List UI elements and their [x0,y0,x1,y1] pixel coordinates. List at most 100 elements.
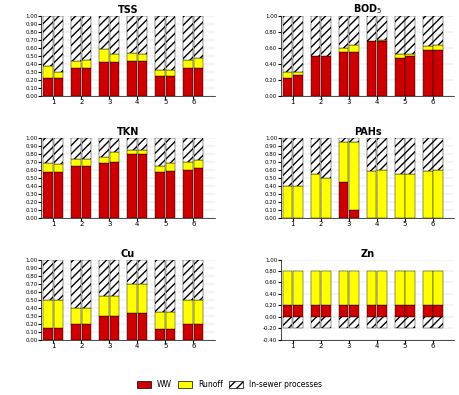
Bar [293,305,302,317]
Bar [283,271,292,305]
Bar [283,16,292,72]
Bar [71,260,81,308]
Bar [71,324,81,340]
Bar [283,186,292,218]
Bar [311,174,320,218]
Bar [433,16,443,45]
Bar [156,329,165,340]
Bar [194,168,203,218]
Bar [367,41,376,96]
Bar [156,70,165,76]
Title: TKN: TKN [117,127,139,137]
Bar [82,324,91,340]
Bar [349,52,359,96]
Bar [367,16,376,41]
Bar [339,182,348,218]
Bar [405,174,415,218]
Title: BOD$_5$: BOD$_5$ [353,2,382,16]
Bar [293,16,302,72]
Bar [127,154,137,218]
Bar [99,260,109,295]
Bar [194,138,203,160]
Bar [43,138,53,162]
Bar [138,154,147,218]
Bar [166,70,175,76]
Bar [54,72,63,78]
Bar [405,271,415,305]
Bar [321,16,331,56]
Bar [138,61,147,96]
Bar [321,178,331,218]
Bar [184,60,193,68]
Bar [156,166,165,172]
Bar [127,260,137,284]
Bar [71,166,81,218]
Bar [127,313,137,340]
Bar [184,68,193,96]
Bar [377,170,387,218]
Bar [127,16,137,53]
Bar [339,48,348,52]
Bar [339,271,348,305]
Bar [423,50,432,96]
Bar [82,166,91,218]
Bar [423,16,432,46]
Bar [99,16,109,49]
Bar [71,68,81,96]
Bar [283,317,292,328]
Bar [349,138,359,142]
Bar [184,170,193,218]
Bar [339,52,348,96]
Bar [43,300,53,328]
Bar [184,138,193,162]
Bar [321,305,331,317]
Bar [349,142,359,210]
Title: Zn: Zn [361,249,375,259]
Bar [433,138,443,170]
Bar [127,53,137,61]
Bar [43,162,53,172]
Bar [99,316,109,340]
Bar [54,164,63,172]
Bar [82,16,91,60]
Bar [127,284,137,313]
Bar [395,58,404,96]
Bar [82,260,91,308]
Bar [395,54,404,58]
Bar [339,317,348,328]
Bar [82,138,91,159]
Bar [127,138,137,150]
Bar [367,138,376,171]
Bar [293,317,302,328]
Bar [82,60,91,68]
Bar [99,295,109,316]
Bar [367,317,376,328]
Bar [54,172,63,218]
Bar [433,50,443,96]
Bar [349,271,359,305]
Bar [194,58,203,68]
Bar [283,77,292,96]
Bar [283,138,292,186]
Bar [184,260,193,300]
Bar [82,159,91,166]
Bar [367,171,376,218]
Bar [423,317,432,328]
Bar [349,16,359,45]
Bar [194,68,203,96]
Bar [293,271,302,305]
Bar [433,271,443,305]
Bar [395,271,404,305]
Bar [71,159,81,166]
Bar [156,260,165,312]
Bar [43,328,53,340]
Bar [166,16,175,70]
Bar [311,317,320,328]
Bar [377,305,387,317]
Bar [405,16,415,54]
Bar [293,75,302,96]
Bar [377,138,387,170]
Bar [43,78,53,96]
Bar [184,324,193,340]
Bar [194,300,203,324]
